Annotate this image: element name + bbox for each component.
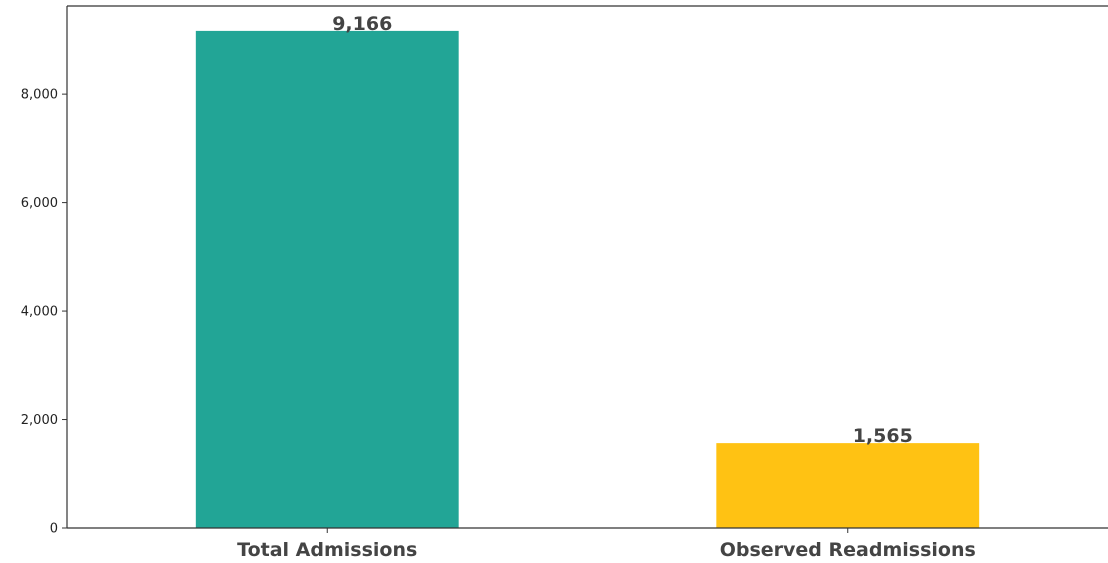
bar-1 — [195, 30, 459, 528]
value-labels-group: 9,166 1,565 — [332, 13, 913, 447]
bars-group — [195, 30, 980, 528]
y-tick-label: 0 — [50, 522, 58, 537]
y-tick-label: 2,000 — [21, 413, 58, 428]
bar-value-label: 9,166 — [332, 13, 392, 35]
x-tick-label: Total Admissions — [237, 539, 417, 561]
y-tick-label: 6,000 — [21, 196, 58, 211]
y-tick-label: 4,000 — [21, 305, 58, 320]
bar-2 — [716, 443, 980, 528]
x-ticks-group: Total Admissions Observed Readmissions — [237, 528, 976, 561]
x-tick-label: Observed Readmissions — [720, 539, 976, 561]
y-ticks-group: 0 2,000 4,000 6,000 8,000 — [21, 88, 67, 537]
y-tick-label: 8,000 — [21, 88, 58, 103]
bar-value-label: 1,565 — [853, 425, 913, 447]
axes-group — [66, 5, 1108, 529]
